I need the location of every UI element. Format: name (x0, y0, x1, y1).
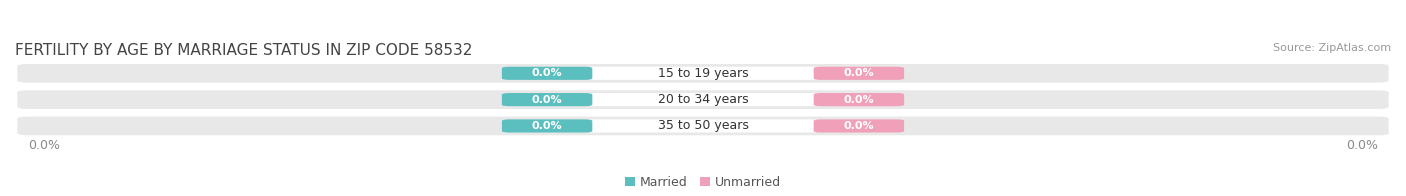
Text: Source: ZipAtlas.com: Source: ZipAtlas.com (1274, 43, 1392, 53)
Text: 35 to 50 years: 35 to 50 years (658, 119, 748, 132)
FancyBboxPatch shape (502, 119, 592, 132)
FancyBboxPatch shape (17, 117, 1389, 135)
FancyBboxPatch shape (586, 93, 820, 106)
Text: FERTILITY BY AGE BY MARRIAGE STATUS IN ZIP CODE 58532: FERTILITY BY AGE BY MARRIAGE STATUS IN Z… (14, 43, 472, 58)
Text: 0.0%: 0.0% (28, 139, 60, 152)
FancyBboxPatch shape (814, 119, 904, 132)
FancyBboxPatch shape (814, 67, 904, 80)
FancyBboxPatch shape (502, 93, 592, 106)
FancyBboxPatch shape (17, 64, 1389, 83)
Text: 0.0%: 0.0% (844, 121, 875, 131)
Text: 0.0%: 0.0% (531, 121, 562, 131)
Text: 0.0%: 0.0% (1346, 139, 1378, 152)
Text: 0.0%: 0.0% (844, 95, 875, 105)
Text: 20 to 34 years: 20 to 34 years (658, 93, 748, 106)
FancyBboxPatch shape (586, 67, 820, 80)
FancyBboxPatch shape (814, 93, 904, 106)
Legend: Married, Unmarried: Married, Unmarried (624, 176, 782, 189)
Text: 0.0%: 0.0% (531, 95, 562, 105)
Text: 0.0%: 0.0% (531, 68, 562, 78)
Text: 15 to 19 years: 15 to 19 years (658, 67, 748, 80)
FancyBboxPatch shape (502, 67, 592, 80)
FancyBboxPatch shape (17, 90, 1389, 109)
Text: 0.0%: 0.0% (844, 68, 875, 78)
FancyBboxPatch shape (586, 119, 820, 132)
